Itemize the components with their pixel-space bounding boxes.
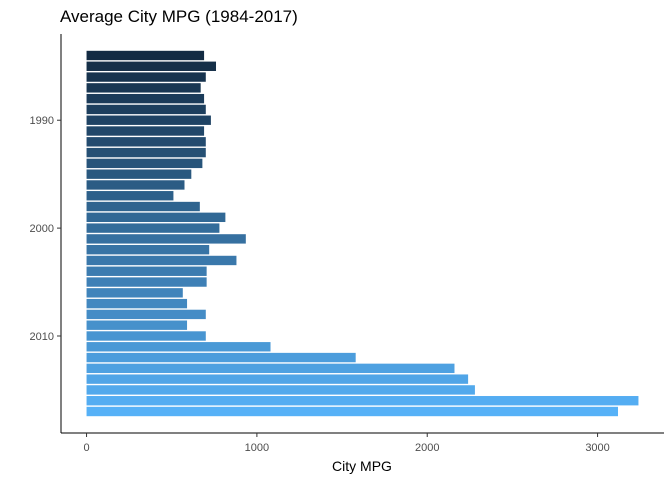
x-tick-label: 0 bbox=[83, 442, 89, 454]
bar-1988 bbox=[86, 93, 205, 104]
bar-2010 bbox=[86, 331, 206, 341]
bar-1999 bbox=[86, 212, 226, 223]
y-ticks-group: 1990 2000 2010 bbox=[30, 115, 61, 343]
bar-1996 bbox=[86, 180, 185, 190]
bar-2014 bbox=[86, 374, 469, 384]
bar-1984 bbox=[86, 50, 205, 61]
bar-2003 bbox=[86, 255, 237, 266]
y-tick-label: 2000 bbox=[30, 223, 54, 235]
bar-1986 bbox=[86, 72, 206, 82]
bar-1994 bbox=[86, 158, 203, 169]
bar-2002 bbox=[86, 244, 210, 255]
bar-2009 bbox=[86, 320, 188, 330]
x-tick-label: 3000 bbox=[585, 442, 609, 454]
bar-2011 bbox=[86, 342, 271, 352]
bar-2004 bbox=[86, 266, 207, 276]
x-axis-title: City MPG bbox=[332, 458, 392, 474]
bar-2007 bbox=[86, 298, 188, 309]
bar-1993 bbox=[86, 147, 206, 158]
x-tick-label: 1000 bbox=[245, 442, 269, 454]
bar-2008 bbox=[86, 309, 206, 320]
bar-1995 bbox=[86, 169, 192, 179]
bar-1992 bbox=[86, 137, 206, 147]
bar-1985 bbox=[86, 61, 217, 71]
x-ticks-group: 0 1000 2000 3000 bbox=[83, 433, 610, 454]
bar-1997 bbox=[86, 191, 174, 201]
bar-1989 bbox=[86, 104, 206, 115]
bar-2001 bbox=[86, 234, 246, 244]
chart-title: Average City MPG (1984-2017) bbox=[60, 7, 298, 26]
bars-group bbox=[86, 50, 639, 417]
bar-2017 bbox=[86, 406, 619, 417]
y-tick-label: 1990 bbox=[30, 115, 54, 127]
bar-1990 bbox=[86, 115, 211, 125]
bar-1991 bbox=[86, 126, 205, 136]
bar-2016 bbox=[86, 396, 639, 406]
y-tick-label: 2010 bbox=[30, 331, 54, 343]
bar-1987 bbox=[86, 83, 201, 93]
bar-2013 bbox=[86, 363, 455, 374]
bar-2006 bbox=[86, 288, 183, 298]
bar-1998 bbox=[86, 201, 200, 212]
bar-2012 bbox=[86, 352, 356, 363]
bar-2015 bbox=[86, 385, 475, 395]
bar-2000 bbox=[86, 223, 220, 233]
x-tick-label: 2000 bbox=[415, 442, 439, 454]
bar-2005 bbox=[86, 277, 207, 287]
